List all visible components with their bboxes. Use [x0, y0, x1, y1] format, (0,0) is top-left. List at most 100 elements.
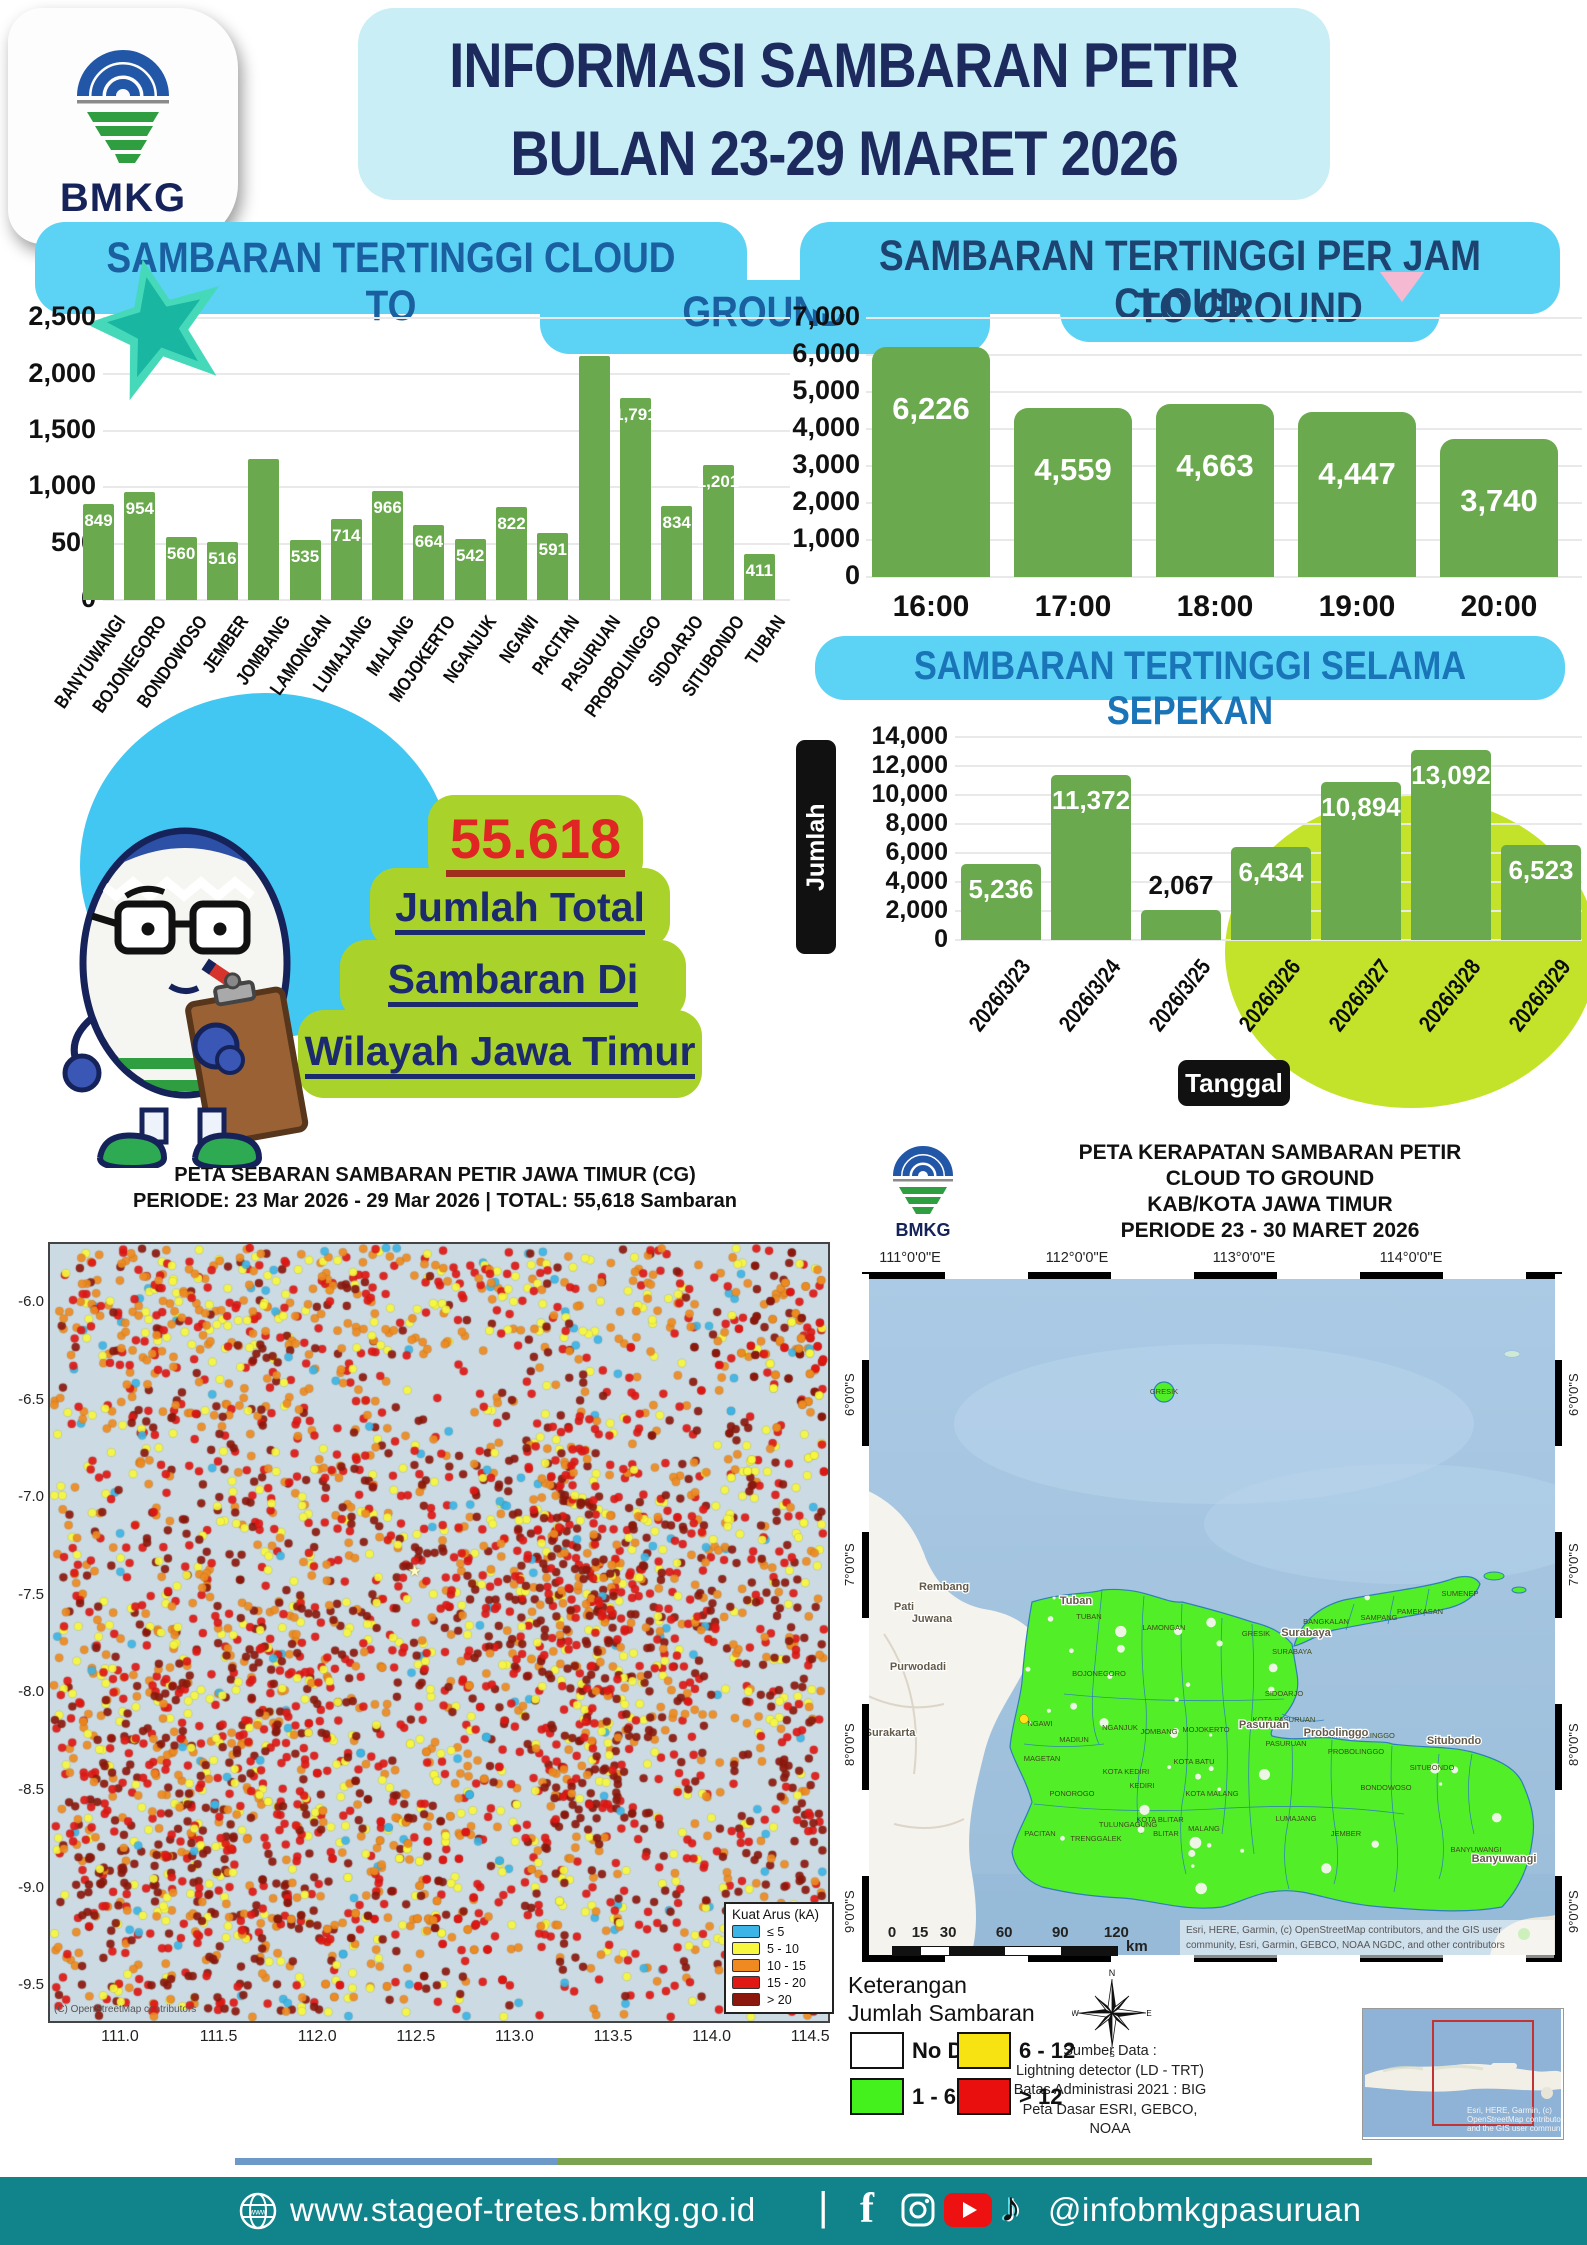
- bar-20:00: [1440, 439, 1558, 577]
- legend-swatch: [732, 1976, 760, 1989]
- map-left-plot[interactable]: ★: [48, 1242, 830, 2023]
- bar-value-label: 10,894: [1321, 792, 1401, 822]
- category-label: 20:00: [1460, 590, 1538, 623]
- page-title-line2: BULAN 23-29 MARET 2026: [510, 119, 1178, 189]
- bar-MALANG: [372, 491, 404, 600]
- lightning-scatter-canvas: [50, 1244, 828, 2021]
- gridline: [103, 486, 790, 489]
- svg-text:Situbondo: Situbondo: [1427, 1735, 1482, 1747]
- svg-text:Purwodadi: Purwodadi: [890, 1661, 946, 1673]
- total-box-row4: [298, 1010, 702, 1098]
- pink-triangle-decoration: [1380, 272, 1424, 302]
- bar-2026/3/27: [1321, 782, 1401, 940]
- legend-label: 5 - 10: [767, 1941, 799, 1956]
- footer-website-link[interactable]: www.stageof-tretes.bmkg.go.id: [290, 2191, 756, 2228]
- svg-text:KOTA MALANG: KOTA MALANG: [1185, 1789, 1238, 1798]
- keterangan-swatch-1: [850, 2032, 904, 2069]
- bar-17:00: [1014, 408, 1132, 577]
- gridline: [103, 317, 790, 319]
- bar-LUMAJANG: [330, 519, 362, 600]
- svg-text:PROBOLINGGO: PROBOLINGGO: [1328, 1747, 1384, 1756]
- chart3-title: SAMBARAN TERTINGGI SELAMA SEPEKAN: [913, 644, 1467, 733]
- bar-2026/3/24: [1051, 775, 1131, 940]
- keterangan-subtitle: Jumlah Sambaran: [848, 2000, 1035, 2026]
- svg-text:MALANG: MALANG: [1188, 1824, 1220, 1833]
- svg-text:GRESIK: GRESIK: [1242, 1629, 1270, 1638]
- svg-text:BONDOWOSO: BONDOWOSO: [1360, 1783, 1411, 1792]
- svg-text:TRENGGALEK: TRENGGALEK: [1070, 1834, 1121, 1843]
- svg-text:Rembang: Rembang: [919, 1581, 969, 1593]
- graticule-top: [862, 1272, 1562, 1279]
- chart2-title-line2: TO GROUND: [1137, 284, 1363, 332]
- gridline: [955, 765, 1582, 767]
- bar-value-label: 411: [745, 561, 774, 580]
- bar-2026/3/23: [961, 864, 1041, 940]
- legend-swatch: [732, 1942, 760, 1955]
- bar-NGAWI: [496, 507, 527, 600]
- gridline: [103, 429, 790, 432]
- footer-social-handle[interactable]: @infobmkgpasuruan: [1048, 2191, 1362, 2228]
- svg-text:BLITAR: BLITAR: [1153, 1829, 1179, 1838]
- star-decoration-icon: [85, 259, 219, 401]
- graticule-right: [1555, 1272, 1562, 1962]
- svg-text:BMKG: BMKG: [896, 1220, 951, 1240]
- y-axis-tick-label: 2,000: [28, 357, 96, 388]
- y-axis-tick-label: 1,500: [28, 414, 96, 445]
- gridline: [866, 354, 1582, 356]
- y-axis-tick-label: 7,000: [792, 301, 860, 332]
- map-right-frame[interactable]: TUBAN LAMONGAN BOJONEGORO GRESIK SURABAYA SID…: [862, 1272, 1562, 1962]
- svg-text:JEMBER: JEMBER: [1331, 1829, 1362, 1838]
- bar-BANYUWANGI: [83, 504, 114, 600]
- map-left-subtitle: PERIODE: 23 Mar 2026 - 29 Mar 2026 | TOT…: [132, 1190, 737, 1212]
- map-left-xtick: 111.5: [199, 2028, 238, 2045]
- y-axis-tick-label: 1,000: [792, 523, 860, 554]
- gridline: [866, 391, 1582, 393]
- compass-rose-icon: N E S W: [1072, 1968, 1152, 2058]
- svg-text:PASURUAN: PASURUAN: [1265, 1739, 1306, 1748]
- chart3-xlabel-badge: Tanggal: [1178, 1060, 1290, 1106]
- bmkg-logo-small-icon: BMKG: [893, 1146, 953, 1240]
- bmkg-mascot: [62, 827, 309, 1168]
- kuat-arus-legend: Kuat Arus (kA) ≤ 5 5 - 10 10 - 15 15 - 20 > …: [724, 1902, 834, 2014]
- bar-value-label: 2,067: [1148, 870, 1214, 900]
- bar-LAMONGAN: [289, 540, 321, 600]
- map-left-xtick: 114.5: [790, 2028, 830, 2045]
- svg-text:E: E: [1146, 2009, 1151, 2018]
- svg-text:S: S: [1109, 2050, 1114, 2058]
- lon-tick-label: 113°0'0"E: [1212, 1250, 1276, 1266]
- svg-text:SITUBONDO: SITUBONDO: [1410, 1763, 1455, 1772]
- svg-text:BANYUWANGI: BANYUWANGI: [1451, 1845, 1502, 1854]
- bar-value-label: 4,447: [1318, 456, 1396, 491]
- bar-BONDOWOSO: [165, 537, 197, 600]
- tiktok-icon[interactable]: ♪: [1000, 2183, 1021, 2230]
- bar-TUBAN: [743, 554, 775, 600]
- map-left-ytick: -9.0: [18, 1878, 44, 1896]
- inset-overview-map: Esri, HERE, Garmin, (c) OpenStreetMap co…: [1362, 2008, 1570, 2140]
- esri-attribution: Esri, HERE, Garmin, (c) OpenStreetMap co…: [1180, 1920, 1554, 1958]
- svg-text:NGANJUK: NGANJUK: [1102, 1723, 1138, 1732]
- divider-line-green: [557, 2158, 1372, 2165]
- svg-text:LAMONGAN: LAMONGAN: [1143, 1623, 1186, 1632]
- total-line1: Jumlah Total: [370, 884, 670, 935]
- facebook-icon[interactable]: f: [860, 2186, 875, 2232]
- instagram-icon[interactable]: [900, 2192, 936, 2228]
- bar-value-label: 591: [538, 540, 567, 559]
- bar-value-label: 834: [662, 513, 691, 532]
- lon-tick-label: 111°0'0"E: [879, 1250, 941, 1266]
- bar-value-label: 3,740: [1460, 483, 1538, 518]
- gridline: [955, 794, 1582, 796]
- bar-SITUBONDO: [702, 465, 734, 600]
- gridline: [866, 317, 1582, 319]
- bar-19:00: [1298, 412, 1416, 577]
- lon-tick-label: 112°0'0"E: [1045, 1250, 1109, 1266]
- scalebar-segment: [921, 1947, 950, 1955]
- map-right-title-line2: CLOUD TO GROUND: [1165, 1167, 1375, 1190]
- map-left-xtick: 112.5: [396, 2028, 436, 2045]
- total-box-row2: [370, 868, 670, 948]
- map-left-title: PETA SEBARAN SAMBARAN PETIR JAWA TIMUR (…: [174, 1164, 696, 1186]
- lon-tick-label: 114°0'0"E: [1379, 1250, 1443, 1266]
- youtube-icon[interactable]: [944, 2193, 992, 2227]
- bar-JOMBANG: [248, 459, 280, 600]
- y-axis-tick-label: 6,000: [885, 837, 948, 866]
